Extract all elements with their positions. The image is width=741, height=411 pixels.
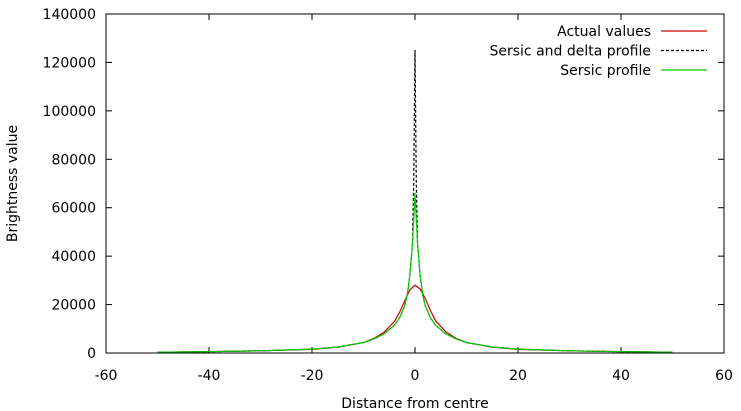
legend: Actual values Sersic and delta profile Ser… xyxy=(489,24,707,79)
series-layer xyxy=(157,49,673,353)
series-line-actual-values xyxy=(157,284,673,353)
y-tick-label: 120000 xyxy=(43,55,96,71)
x-tick-label: -40 xyxy=(198,368,221,384)
x-tick-label: 20 xyxy=(509,368,527,384)
y-tick-label: 20000 xyxy=(51,298,96,314)
x-tick-label: -20 xyxy=(301,368,324,384)
y-tick-label: 40000 xyxy=(51,249,96,265)
legend-label: Actual values xyxy=(557,24,651,40)
y-tick-label: 80000 xyxy=(51,152,96,168)
y-tick-label: 60000 xyxy=(51,201,96,217)
y-tick-label: 0 xyxy=(87,346,96,362)
y-axis-label: Brightness value xyxy=(5,125,21,242)
legend-label: Sersic profile xyxy=(560,63,651,79)
series-line-sersic-profile xyxy=(157,192,673,353)
x-tick-label: -60 xyxy=(95,368,118,384)
x-tick-label: 40 xyxy=(612,368,630,384)
legend-label: Sersic and delta profile xyxy=(489,44,651,60)
plot-frame xyxy=(105,13,725,354)
x-axis: -60 -40 -20 0 20 40 60 xyxy=(95,14,733,384)
y-tick-label: 100000 xyxy=(43,104,96,120)
y-tick-label: 140000 xyxy=(43,7,96,23)
x-tick-label: 0 xyxy=(411,368,420,384)
y-axis: 0 20000 40000 60000 80000 100000 120000 140000 xyxy=(43,7,724,362)
x-axis-label: Distance from centre xyxy=(341,396,488,411)
x-tick-label: 60 xyxy=(715,368,733,384)
